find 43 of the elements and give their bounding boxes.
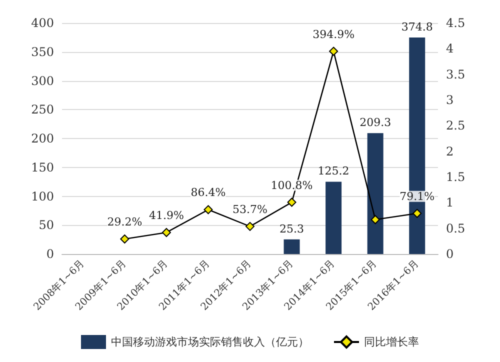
y-tick-label: 50: [38, 218, 54, 232]
y-tick-label: 300: [31, 74, 54, 88]
point: [329, 46, 338, 56]
y2-tick-label: 2: [446, 144, 454, 158]
y-tick-label: 100: [31, 189, 54, 204]
data-label: 53.7%: [232, 202, 268, 216]
point: [120, 234, 130, 244]
y-tick-label: 400: [31, 16, 54, 30]
point: [162, 228, 171, 237]
y2-tick-label: 0.5: [446, 221, 466, 236]
bar: [367, 133, 384, 254]
bar: [284, 239, 300, 254]
data-label: 86.4%: [190, 186, 226, 200]
point: [370, 215, 380, 224]
y2-tick-label: 0: [446, 247, 454, 261]
y-tick-label: 200: [31, 132, 54, 146]
y2-tick-label: 3: [446, 93, 454, 107]
legend-label: 同比增长率: [364, 336, 419, 348]
y-tick-label: 250: [31, 102, 54, 117]
y-tick-label: 350: [31, 44, 54, 59]
data-label: 41.9%: [148, 208, 184, 222]
y-tick-label: 150: [31, 160, 54, 174]
y2-tick-label: 4: [446, 42, 454, 56]
y2-tick-label: 4.5: [446, 16, 466, 30]
y-tick-label: 0: [46, 247, 54, 261]
data-label: 125.2: [318, 164, 350, 178]
point: [204, 205, 213, 214]
bar: [326, 182, 342, 254]
point: [287, 198, 296, 207]
data-label: 374.8: [401, 20, 433, 34]
data-label: 100.8%: [270, 178, 313, 192]
y2-tick-label: 1: [446, 196, 454, 210]
y2-tick-label: 3.5: [446, 67, 466, 82]
data-label: 29.2%: [107, 216, 142, 229]
data-label: 394.9%: [312, 28, 355, 41]
data-label: 209.3: [360, 116, 392, 130]
y2-tick-label: 2.5: [446, 118, 466, 133]
data-label: 25.3: [280, 222, 304, 236]
y2-tick-label: 1.5: [446, 170, 466, 184]
data-label: 79.1%: [400, 190, 435, 203]
point: [246, 222, 254, 231]
legend-label: 中国移动游戏市场实际销售收入（亿元）: [111, 336, 309, 348]
point: [412, 208, 422, 218]
